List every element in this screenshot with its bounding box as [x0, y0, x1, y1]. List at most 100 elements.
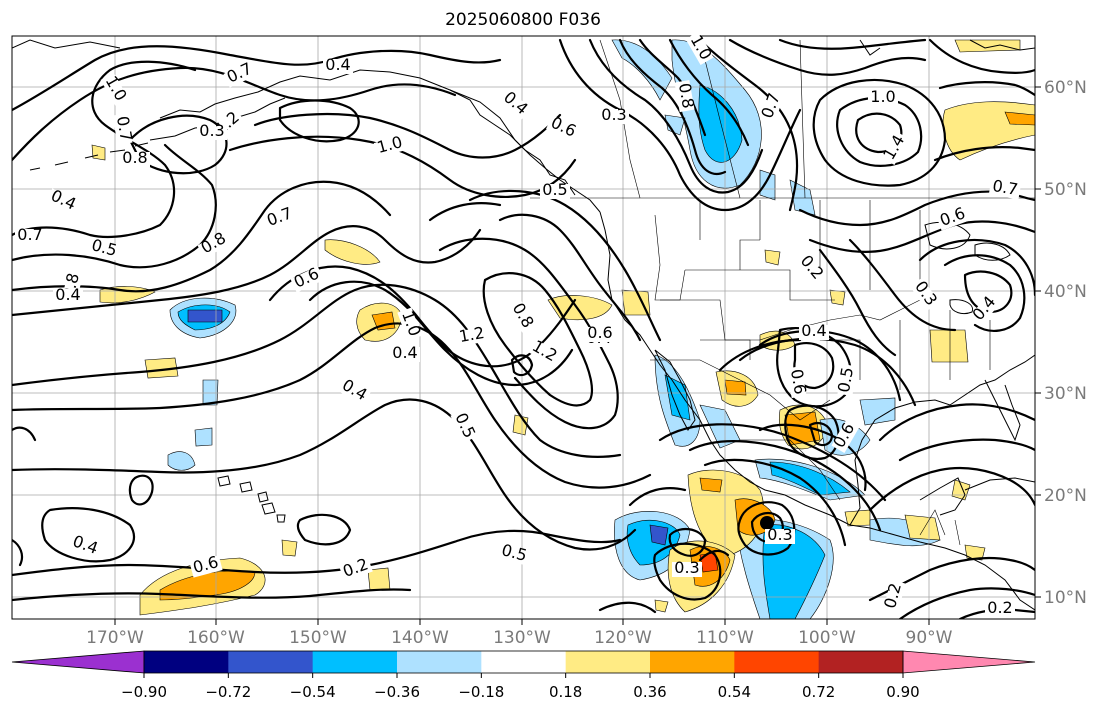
map-title: 2025060800 F036: [445, 10, 601, 30]
contour-label: 0.7: [17, 225, 42, 244]
contour-label-bg: [197, 125, 227, 140]
map-frame: [11, 35, 1036, 620]
graticule: [12, 36, 1035, 619]
lon-tick-label: 130°W: [493, 628, 551, 648]
contour-label-bg: [390, 347, 420, 362]
colorbar-segment: [734, 651, 820, 673]
contour-label-bg: [15, 229, 45, 244]
contour-label: 0.2: [987, 598, 1012, 617]
contour-label-bg: [397, 307, 422, 341]
lat-tick-label: 60°N: [1044, 78, 1087, 98]
lat-tick-label: 10°N: [1044, 588, 1087, 608]
longitude-tick-labels: 170°W 160°W 150°W 140°W 130°W 120°W 110°W 100°W…: [86, 619, 953, 648]
contour-label: 0.3: [199, 121, 224, 140]
colorbar-tick-label: 0.36: [633, 683, 666, 701]
contour-label-bg: [498, 88, 531, 120]
colorbar-max-extend: [902, 650, 1036, 674]
contour-label-bg: [223, 61, 257, 88]
contour-lines: [12, 38, 1035, 619]
contour-label-bg: [120, 152, 150, 167]
lon-tick-label: 110°W: [696, 628, 754, 648]
colorbar: [11, 650, 1036, 674]
lon-tick-label: 150°W: [289, 628, 347, 648]
contour-label: 0.8: [675, 82, 698, 110]
contour-label-bg: [969, 293, 1001, 326]
colorbar-tick-label: −0.72: [205, 683, 251, 701]
contour-label-bg: [323, 59, 353, 74]
contour-label-bg: [936, 206, 970, 231]
colorbar-segment: [144, 651, 229, 673]
colorbar-tick-label: −0.90: [121, 683, 167, 701]
colorbar-tick-label: 0.54: [718, 683, 751, 701]
colorbar-min-extend: [11, 650, 145, 674]
colorbar-segment: [565, 651, 651, 673]
lon-tick-label: 120°W: [594, 628, 652, 648]
contour-label-bg: [786, 366, 807, 399]
contour-label: 0.6: [587, 323, 612, 342]
contour-label-bg: [339, 557, 373, 582]
contour-label-bg: [450, 409, 477, 443]
colorbar-tick-label: −0.18: [458, 683, 504, 701]
contour-label-bg: [909, 277, 940, 311]
contour-label: 0.3: [601, 105, 626, 124]
contour-label: 0.4: [801, 321, 826, 340]
colorbar-segment: [481, 651, 567, 673]
contour-label-bg: [760, 89, 785, 123]
colorbar-segment: [650, 651, 735, 673]
contour-label-bg: [799, 325, 829, 340]
contour-label-bg: [599, 109, 629, 124]
contour-label-bg: [197, 230, 231, 259]
contour-label-bg: [795, 252, 827, 285]
contour-label-bg: [527, 338, 561, 367]
colorbar-tick-label: 0.18: [549, 683, 582, 701]
lat-tick-label: 50°N: [1044, 180, 1087, 200]
colorbar-segment: [818, 651, 904, 673]
contour-label: 0.5: [834, 366, 857, 394]
contour-label-bg: [881, 131, 910, 165]
contour-label-bg: [189, 555, 223, 578]
contour-label-bg: [46, 188, 80, 215]
contour-label-bg: [290, 266, 324, 293]
contour-label-bg: [985, 602, 1015, 617]
contour-label-bg: [507, 299, 536, 333]
contour-label-bg: [456, 326, 489, 347]
contour-label: 0.6: [787, 368, 810, 396]
contour-label-bg: [674, 80, 695, 113]
contour-label-bg: [672, 562, 702, 577]
contour-label-bg: [87, 238, 121, 261]
colorbar-tick-label: 0.90: [886, 683, 919, 701]
contour-label-bg: [53, 289, 83, 304]
contour-label-bg: [585, 327, 615, 342]
lon-tick-label: 140°W: [391, 628, 449, 648]
lon-tick-label: 100°W: [798, 628, 856, 648]
contour-label-bg: [540, 184, 570, 199]
contour-label-bg: [685, 31, 714, 65]
contour-label-bg: [546, 115, 580, 142]
contour-label-bg: [112, 113, 133, 146]
colorbar-segment: [312, 651, 398, 673]
lat-tick-label: 20°N: [1044, 486, 1087, 506]
contour-label-bg: [868, 91, 898, 106]
contour-label-bg: [373, 135, 407, 158]
shaded-anomaly-fields: [91, 39, 1035, 619]
contour-labels: 0.41.0 0.71.21.00.70.40.50.80.80.70.61.0 1…: [15, 31, 1021, 617]
contour-label: 0.5: [542, 180, 567, 199]
contour-label-bg: [837, 364, 858, 397]
contour-label: 0.4: [55, 285, 80, 304]
contour-label: 1.0: [870, 87, 895, 106]
latitude-tick-labels: 60°N 50°N 40°N 30°N 20°N 10°N: [1035, 78, 1087, 608]
contour-label-bg: [988, 179, 1021, 200]
contour-label-bg: [263, 206, 297, 231]
contour-label: 0.3: [674, 558, 699, 577]
contour-label-bg: [883, 579, 906, 613]
contour-label: 0.8: [122, 148, 147, 167]
contour-label-bg: [68, 534, 102, 559]
colorbar-tick-label: −0.54: [290, 683, 336, 701]
lat-tick-label: 40°N: [1044, 282, 1087, 302]
colorbar-tick-labels: −0.90 −0.72 −0.54 −0.36 −0.18 0.18 0.36 0.54 0.7…: [121, 673, 920, 701]
contour-label-bg: [497, 543, 531, 566]
contour-label: 1.2: [458, 323, 486, 346]
contour-label-bg: [765, 529, 795, 544]
